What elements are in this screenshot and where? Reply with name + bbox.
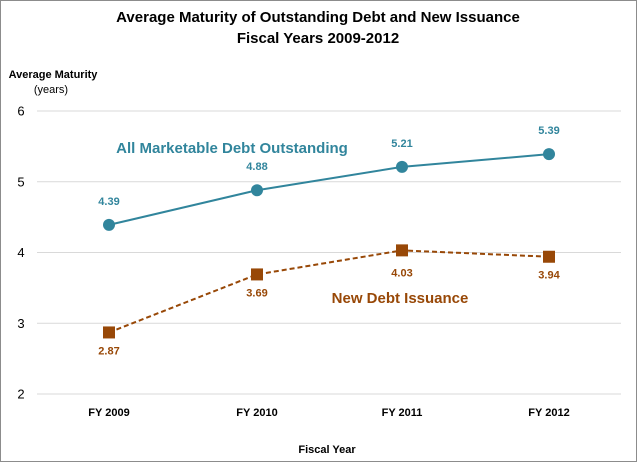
data-label: 5.21 [391, 138, 412, 150]
series-1: 4.39 4.88 5.21 5.39 All Marketable Debt Outs… [98, 125, 560, 231]
data-label: 3.94 [538, 270, 560, 282]
data-label: 4.88 [246, 161, 267, 173]
data-point [103, 218, 115, 231]
data-point [543, 250, 555, 263]
data-point [103, 326, 115, 339]
series-line [108, 153, 550, 226]
chart-title: Average Maturity of Outstanding Debt and… [116, 9, 520, 26]
x-tick-label: FY 2009 [88, 407, 129, 419]
data-label: 4.03 [391, 267, 412, 279]
y-tick-label: 4 [17, 245, 24, 260]
data-point [396, 244, 408, 257]
series-2: 2.87 3.69 4.03 3.94 New Debt Issuance [98, 244, 561, 357]
data-point [396, 160, 408, 173]
y-tick-label: 6 [17, 104, 24, 119]
x-axis-title: Fiscal Year [298, 444, 356, 456]
x-tick-label: FY 2012 [528, 407, 569, 419]
data-point [251, 184, 263, 197]
data-label: 5.39 [538, 125, 559, 137]
data-label: 2.87 [98, 345, 119, 357]
x-tick-label: FY 2011 [382, 407, 423, 419]
data-label: 4.39 [98, 196, 119, 208]
x-tick-label: FY 2010 [236, 407, 277, 419]
data-point [543, 148, 555, 161]
chart-subtitle: Fiscal Years 2009-2012 [237, 30, 399, 47]
y-tick-label: 2 [17, 387, 24, 402]
data-point [251, 268, 263, 281]
data-label: 3.69 [246, 287, 267, 299]
y-axis-ticks: 2 3 4 5 6 [17, 104, 24, 402]
series-line [108, 249, 550, 334]
x-axis-ticks: FY 2009 FY 2010 FY 2011 FY 2012 [88, 407, 569, 419]
y-axis-unit: (years) [34, 84, 68, 96]
series-name-label: New Debt Issuance [332, 290, 469, 307]
y-tick-label: 5 [17, 174, 24, 189]
y-axis-title: Average Maturity [9, 69, 99, 81]
series-group: 4.39 4.88 5.21 5.39 All Marketable Debt Outs… [98, 125, 560, 357]
series-name-label: All Marketable Debt Outstanding [116, 140, 348, 157]
y-tick-label: 3 [17, 316, 24, 331]
